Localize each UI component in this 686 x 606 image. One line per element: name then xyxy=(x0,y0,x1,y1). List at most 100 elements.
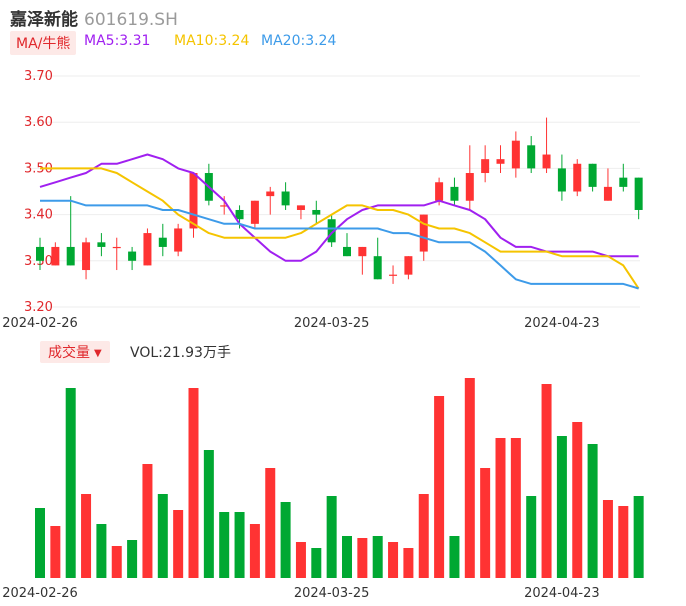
ma10-line xyxy=(40,167,640,290)
volume-bar xyxy=(219,512,230,578)
candle-body xyxy=(312,209,321,215)
volume-indicator-selector[interactable]: 成交量 ▼ xyxy=(40,341,110,363)
volume-bar xyxy=(157,494,168,578)
stock-name: 嘉泽新能 xyxy=(10,10,78,30)
volume-bar xyxy=(464,378,475,578)
volume-legend: 成交量 ▼ VOL:21.93万手 xyxy=(40,341,231,363)
volume-bar xyxy=(495,438,506,578)
volume-bar xyxy=(142,464,153,578)
volume-bar xyxy=(111,546,122,578)
candle-body xyxy=(404,256,413,275)
volume-date-label: 2024-04-23 xyxy=(524,586,600,601)
volume-bar xyxy=(434,396,445,578)
volume-bar xyxy=(234,512,245,578)
price-grid xyxy=(30,75,640,308)
candle-body xyxy=(588,163,597,187)
candle-body xyxy=(619,177,628,187)
price-tick-label: 3.30 xyxy=(24,254,53,269)
candle-body xyxy=(603,186,612,201)
ma20-line xyxy=(40,199,639,290)
volume-bar xyxy=(127,540,138,578)
volume-bar xyxy=(388,542,399,578)
candle-body xyxy=(296,205,305,210)
candle-body xyxy=(189,173,198,229)
candle-body xyxy=(66,246,75,266)
candle-body xyxy=(97,242,106,247)
caret-down-icon: ▼ xyxy=(94,348,102,359)
price-tick-label: 3.20 xyxy=(24,300,53,315)
volume-bar xyxy=(449,536,460,578)
price-tick-label: 3.50 xyxy=(24,161,53,176)
candle-body xyxy=(250,200,259,224)
volume-bar xyxy=(372,536,383,578)
candle-body xyxy=(465,173,474,201)
candle-body xyxy=(128,251,137,261)
volume-bars xyxy=(35,378,644,578)
volume-bar xyxy=(403,548,414,578)
candle-body xyxy=(220,205,229,207)
price-tick-label: 3.60 xyxy=(24,115,53,130)
candle-body xyxy=(527,145,536,169)
candle-body xyxy=(51,246,60,266)
candle-body xyxy=(358,246,367,257)
volume-date-label: 2024-02-26 xyxy=(2,586,78,601)
price-date-label: 2024-03-25 xyxy=(294,316,370,331)
price-date-label: 2024-02-26 xyxy=(2,316,78,331)
stock-header: 嘉泽新能 601619.SH xyxy=(10,5,178,30)
price-date-label: 2024-04-23 xyxy=(524,316,600,331)
ma5-line xyxy=(39,153,639,262)
volume-bar xyxy=(265,468,276,578)
volume-bar xyxy=(526,496,537,578)
candles xyxy=(36,117,643,284)
candle-body xyxy=(82,242,91,271)
volume-bar xyxy=(249,524,260,578)
volume-bar xyxy=(173,510,184,578)
candle-body xyxy=(281,191,290,206)
candle-body xyxy=(174,228,183,252)
candle-body xyxy=(266,191,275,197)
volume-bar xyxy=(311,548,322,578)
ma20-label: MA20:3.24 xyxy=(261,33,337,49)
volume-bar xyxy=(541,384,552,578)
ma10-label: MA10:3.24 xyxy=(174,33,250,49)
volume-date-label: 2024-03-25 xyxy=(294,586,370,601)
volume-bar xyxy=(618,506,629,578)
volume-bar xyxy=(602,500,613,578)
volume-bar xyxy=(587,444,598,578)
volume-bar xyxy=(295,542,306,578)
volume-bar xyxy=(556,436,567,578)
volume-bar xyxy=(326,496,337,578)
ma5-label: MA5:3.31 xyxy=(84,33,151,49)
volume-value-label: VOL:21.93万手 xyxy=(130,345,231,361)
volume-bar xyxy=(203,450,214,578)
candle-body xyxy=(373,256,382,280)
price-tick-label: 3.40 xyxy=(24,208,53,223)
volume-bar xyxy=(35,508,45,578)
moving-averages xyxy=(39,153,640,290)
candle-body xyxy=(112,246,121,249)
volume-bar xyxy=(50,526,61,578)
candle-body xyxy=(634,177,643,210)
stock-code: 601619.SH xyxy=(84,10,178,30)
ma-type-selector[interactable]: MA/牛熊 xyxy=(10,31,77,55)
volume-tag-label: 成交量 xyxy=(48,345,90,361)
candle-body xyxy=(143,233,152,266)
volume-bar xyxy=(96,524,107,578)
volume-bar xyxy=(633,496,644,578)
volume-bar xyxy=(65,388,76,578)
candle-body xyxy=(36,246,44,261)
candle-body xyxy=(343,246,351,257)
candle-body xyxy=(511,140,520,169)
volume-bar xyxy=(280,502,291,578)
candle-body xyxy=(557,168,566,192)
volume-bar xyxy=(81,494,92,578)
candle-body xyxy=(327,219,336,243)
candle-body xyxy=(389,274,398,276)
candle-body xyxy=(542,154,551,169)
volume-bar xyxy=(188,388,199,578)
volume-bar xyxy=(342,536,352,578)
candle-body xyxy=(435,182,444,201)
volume-bar xyxy=(572,422,583,578)
volume-bar xyxy=(418,494,429,578)
